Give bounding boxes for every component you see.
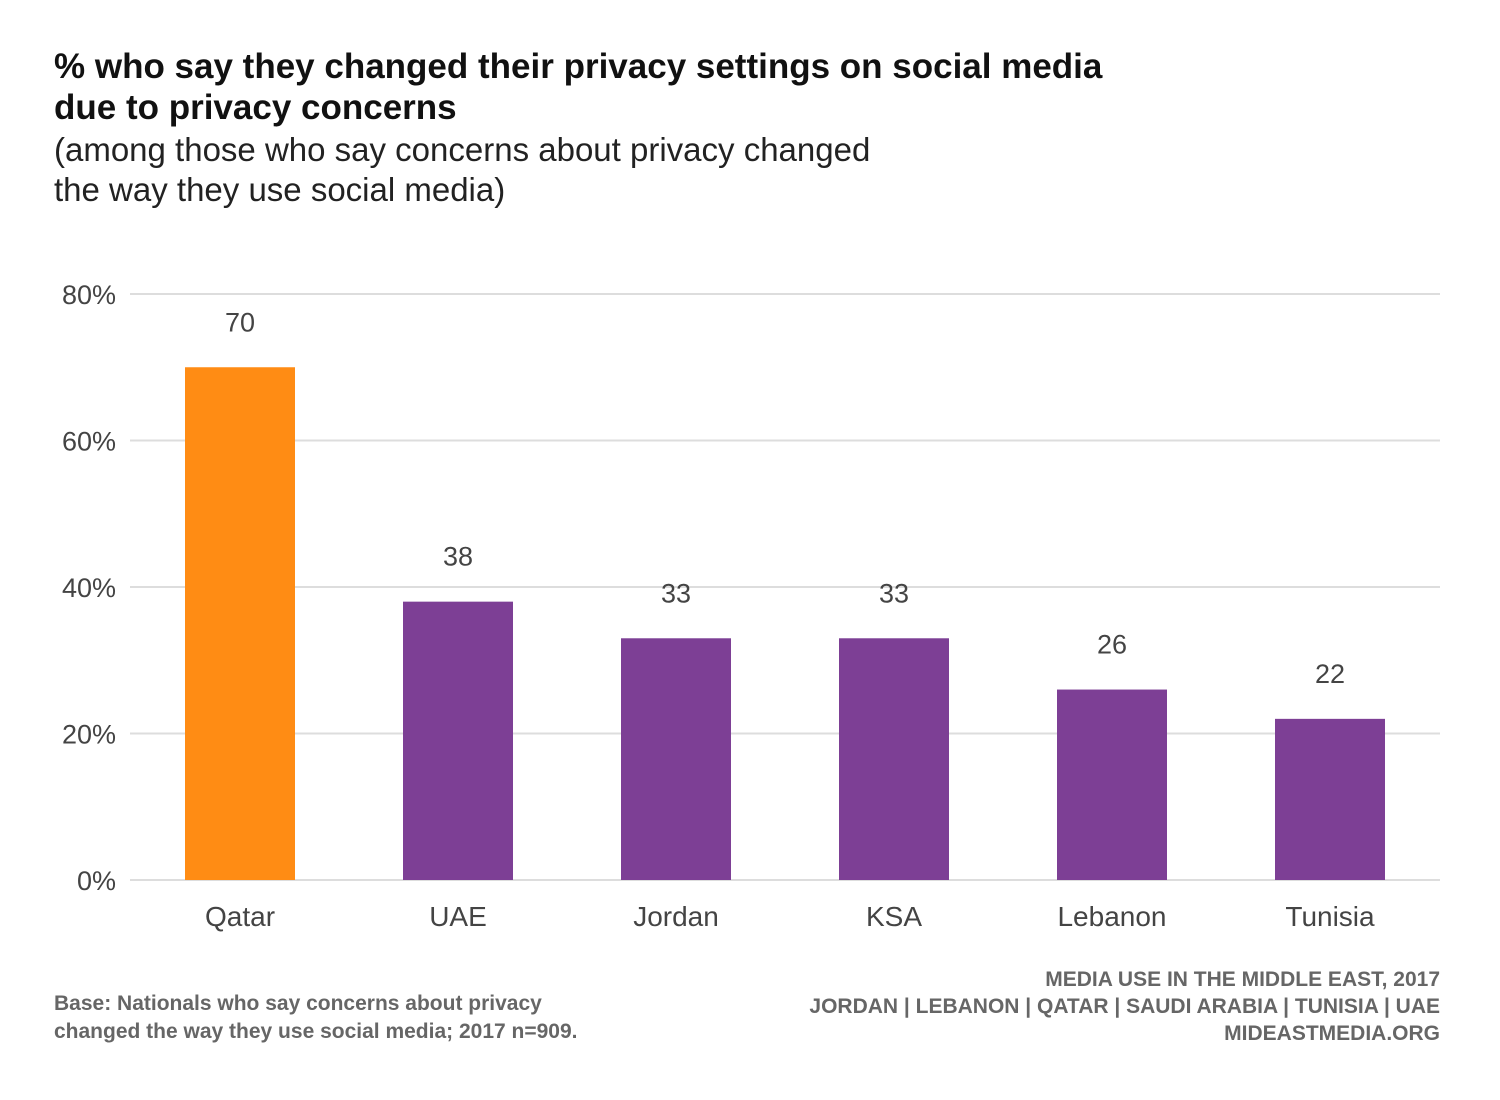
chart-subtitle-line-1: (among those who say concerns about priv… [54, 131, 871, 168]
chart-title-line-1: % who say they changed their privacy set… [54, 47, 1103, 86]
y-tick-label: 80% [62, 280, 116, 310]
x-category-label: UAE [429, 901, 487, 932]
bars [185, 367, 1385, 880]
x-category-label: Jordan [633, 901, 719, 932]
source-credit: MEDIA USE IN THE MIDDLE EAST, 2017 JORDA… [680, 966, 1440, 1047]
bar-uae [403, 601, 513, 880]
base-note-line-2: changed the way they use social media; 2… [54, 1020, 578, 1043]
bar-ksa [839, 638, 949, 880]
x-category-label: Tunisia [1285, 901, 1375, 932]
x-category-label: Lebanon [1057, 901, 1166, 932]
x-category-label: Qatar [205, 901, 275, 932]
y-axis-ticks: 0% 20% 40% 60% 80% [62, 280, 116, 896]
chart-subtitle: (among those who say concerns about priv… [54, 130, 1154, 210]
data-label: 33 [879, 578, 909, 608]
base-note-line-1: Base: Nationals who say concerns about p… [54, 992, 542, 1015]
x-axis-categories: Qatar UAE Jordan KSA Lebanon Tunisia [205, 901, 1375, 932]
data-labels: 70 38 33 33 26 22 [225, 307, 1345, 689]
source-line-3: MIDEASTMEDIA.ORG [1224, 1022, 1440, 1045]
gridlines [130, 293, 1440, 881]
data-label: 33 [661, 578, 691, 608]
bar-qatar [185, 367, 295, 880]
base-note: Base: Nationals who say concerns about p… [54, 990, 674, 1046]
y-tick-label: 20% [62, 720, 116, 750]
data-label: 38 [443, 542, 473, 572]
data-label: 70 [225, 307, 255, 337]
y-tick-label: 60% [62, 427, 116, 457]
source-line-1: MEDIA USE IN THE MIDDLE EAST, 2017 [1045, 968, 1440, 991]
bar-jordan [621, 638, 731, 880]
source-line-2: JORDAN | LEBANON | QATAR | SAUDI ARABIA … [809, 995, 1440, 1018]
chart-title: % who say they changed their privacy set… [54, 46, 1254, 128]
data-label: 22 [1315, 659, 1345, 689]
chart-subtitle-line-2: the way they use social media) [54, 171, 506, 208]
y-tick-label: 0% [77, 866, 116, 896]
bar-tunisia [1275, 718, 1385, 880]
x-category-label: KSA [866, 901, 922, 932]
y-tick-label: 40% [62, 573, 116, 603]
chart-title-line-2: due to privacy concerns [54, 88, 457, 127]
data-label: 26 [1097, 630, 1127, 660]
bar-lebanon [1057, 689, 1167, 880]
